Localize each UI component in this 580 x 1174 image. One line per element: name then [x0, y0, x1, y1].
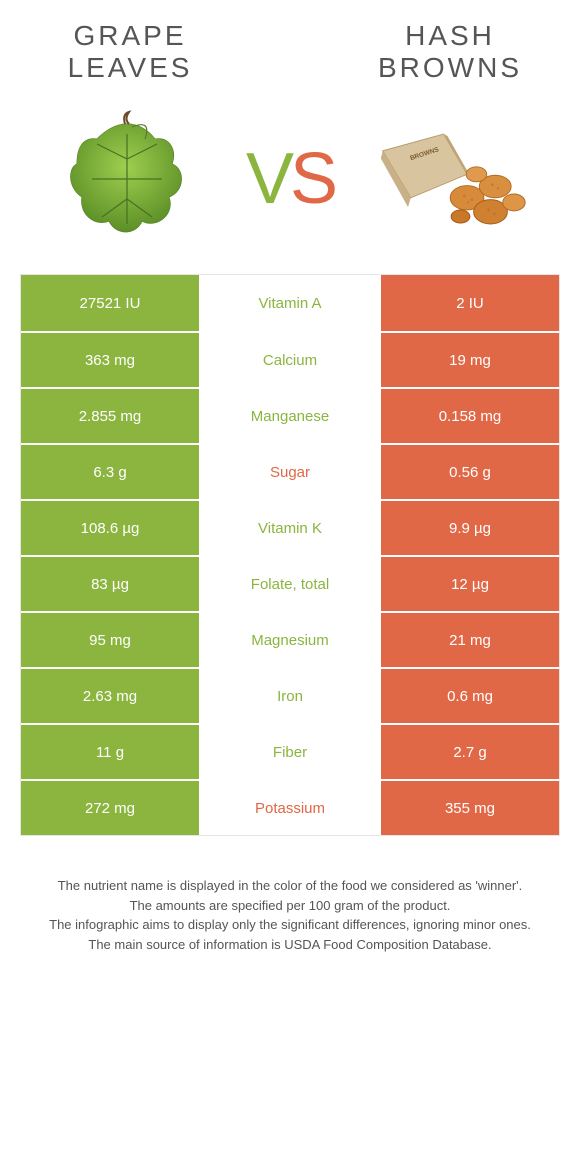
table-row: 6.3 gSugar0.56 g: [21, 443, 559, 499]
table-row: 95 mgMagnesium21 mg: [21, 611, 559, 667]
grape-leaf-image: [52, 104, 202, 254]
images-row: VS BROWNS: [0, 94, 580, 274]
header-left-line1: GRAPE: [30, 20, 230, 52]
right-value: 12 µg: [379, 557, 559, 611]
header-right: HASH BROWNS: [350, 20, 550, 84]
left-value: 11 g: [21, 725, 201, 779]
table-row: 363 mgCalcium19 mg: [21, 331, 559, 387]
table-row: 2.63 mgIron0.6 mg: [21, 667, 559, 723]
left-value: 95 mg: [21, 613, 201, 667]
table-row: 83 µgFolate, total12 µg: [21, 555, 559, 611]
nutrient-name: Vitamin A: [201, 275, 379, 331]
right-value: 355 mg: [379, 781, 559, 835]
left-value: 363 mg: [21, 333, 201, 387]
right-value: 0.6 mg: [379, 669, 559, 723]
footer-line1: The nutrient name is displayed in the co…: [30, 876, 550, 896]
left-value: 108.6 µg: [21, 501, 201, 555]
left-value: 6.3 g: [21, 445, 201, 499]
right-value: 9.9 µg: [379, 501, 559, 555]
left-value: 272 mg: [21, 781, 201, 835]
header-right-line2: BROWNS: [350, 52, 550, 84]
header-right-line1: HASH: [350, 20, 550, 52]
table-row: 2.855 mgManganese0.158 mg: [21, 387, 559, 443]
footer-line2: The amounts are specified per 100 gram o…: [30, 896, 550, 916]
right-value: 2 IU: [379, 275, 559, 331]
right-value: 0.158 mg: [379, 389, 559, 443]
nutrient-name: Calcium: [201, 333, 379, 387]
nutrient-table: 27521 IUVitamin A2 IU363 mgCalcium19 mg2…: [20, 274, 560, 836]
left-value: 83 µg: [21, 557, 201, 611]
table-row: 27521 IUVitamin A2 IU: [21, 275, 559, 331]
header-left-line2: LEAVES: [30, 52, 230, 84]
left-value: 27521 IU: [21, 275, 201, 331]
right-value: 2.7 g: [379, 725, 559, 779]
nutrient-name: Fiber: [201, 725, 379, 779]
table-row: 272 mgPotassium355 mg: [21, 779, 559, 835]
vs-s: S: [290, 139, 334, 219]
left-value: 2.855 mg: [21, 389, 201, 443]
nutrient-name: Sugar: [201, 445, 379, 499]
vs-label: VS: [246, 138, 334, 220]
hashbrown-icon: BROWNS: [378, 119, 528, 239]
right-value: 0.56 g: [379, 445, 559, 499]
table-row: 11 gFiber2.7 g: [21, 723, 559, 779]
nutrient-name: Vitamin K: [201, 501, 379, 555]
nutrient-name: Folate, total: [201, 557, 379, 611]
nutrient-name: Potassium: [201, 781, 379, 835]
hash-browns-image: BROWNS: [378, 104, 528, 254]
right-value: 21 mg: [379, 613, 559, 667]
left-value: 2.63 mg: [21, 669, 201, 723]
nutrient-name: Manganese: [201, 389, 379, 443]
footer-line4: The main source of information is USDA F…: [30, 935, 550, 955]
vs-v: V: [246, 139, 290, 219]
nutrient-name: Iron: [201, 669, 379, 723]
right-value: 19 mg: [379, 333, 559, 387]
nutrient-name: Magnesium: [201, 613, 379, 667]
leaf-icon: [57, 109, 197, 249]
header-row: GRAPE LEAVES HASH BROWNS: [0, 0, 580, 94]
footer-notes: The nutrient name is displayed in the co…: [0, 836, 580, 974]
footer-line3: The infographic aims to display only the…: [30, 915, 550, 935]
table-row: 108.6 µgVitamin K9.9 µg: [21, 499, 559, 555]
header-left: GRAPE LEAVES: [30, 20, 230, 84]
